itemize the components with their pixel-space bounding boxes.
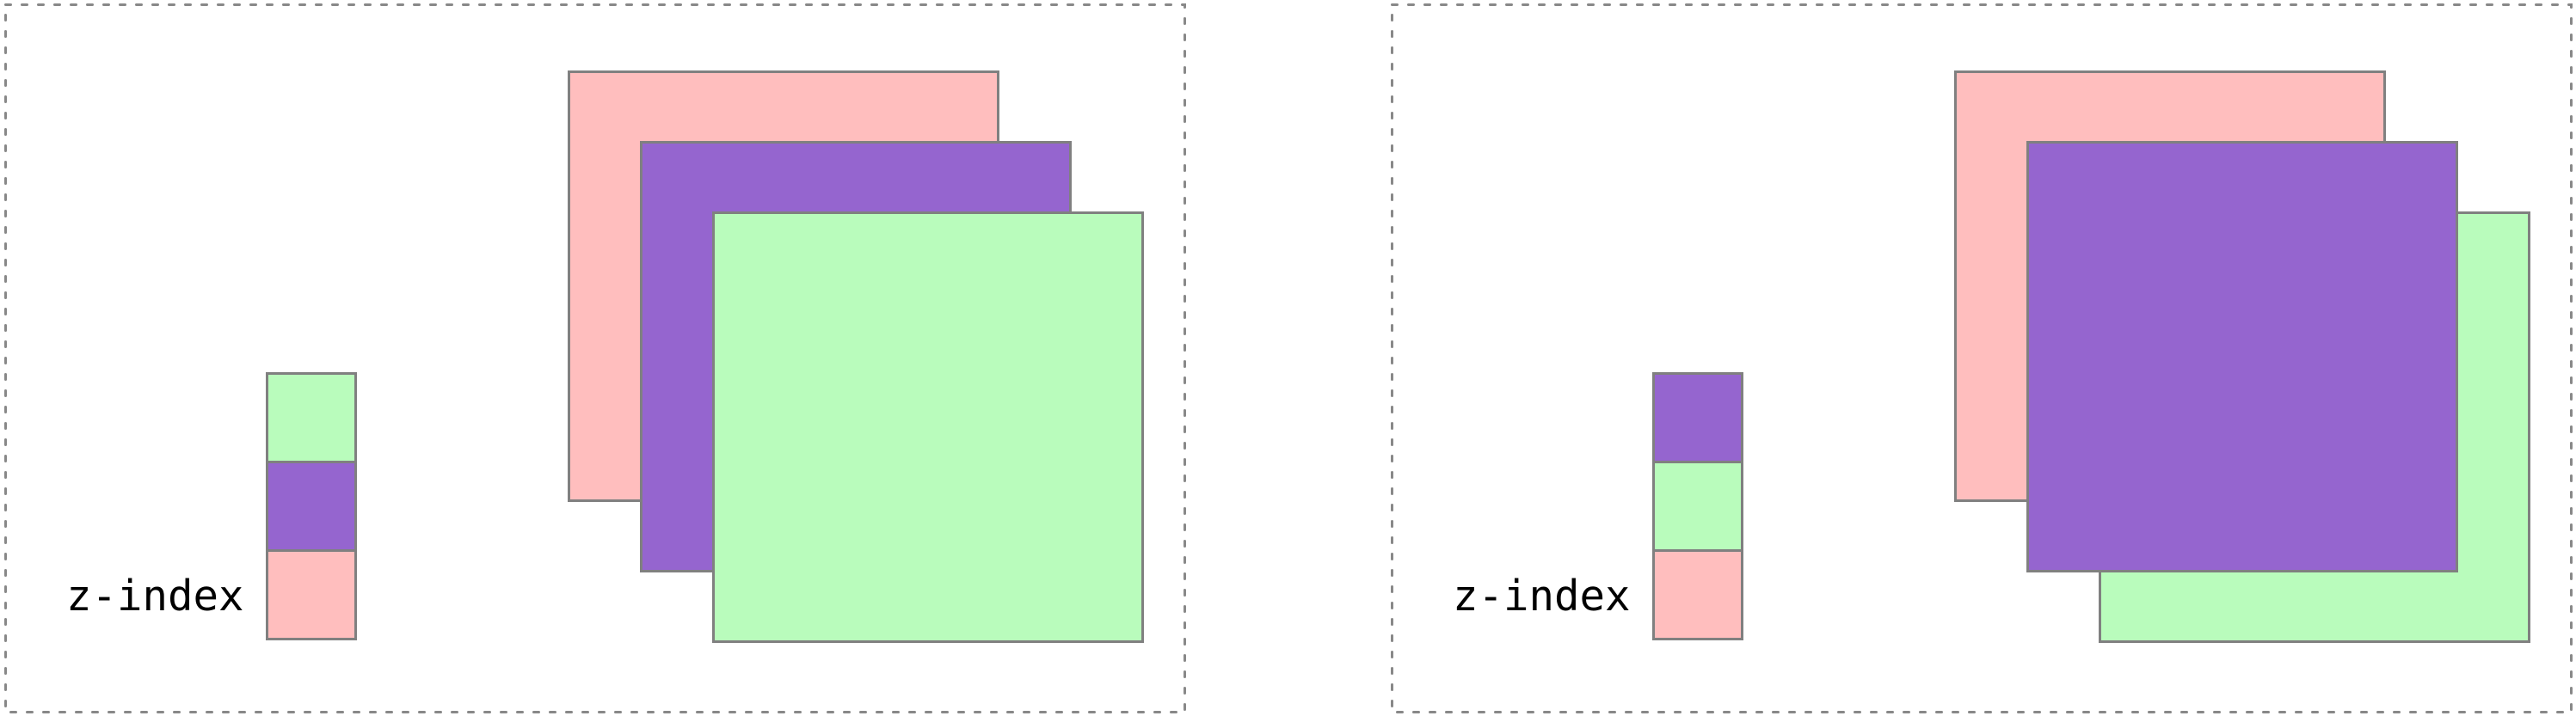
legend-cell-pink: [1652, 549, 1743, 640]
legend-cell-green: [266, 372, 357, 463]
legend-cell-purple: [1652, 372, 1743, 463]
z-index-legend: [1652, 372, 1743, 640]
z-index-label: z-index: [66, 571, 244, 621]
z-index-legend: [266, 372, 357, 640]
legend-cell-pink: [266, 549, 357, 640]
legend-cell-green: [1652, 461, 1743, 552]
square-purple: [2026, 141, 2458, 572]
panel-z-index-stacking: z-index: [1391, 3, 2573, 713]
legend-cell-purple: [266, 461, 357, 552]
z-index-label: z-index: [1453, 571, 1631, 621]
panel-natural-stacking: z-index: [4, 3, 1186, 713]
square-green: [712, 211, 1144, 643]
